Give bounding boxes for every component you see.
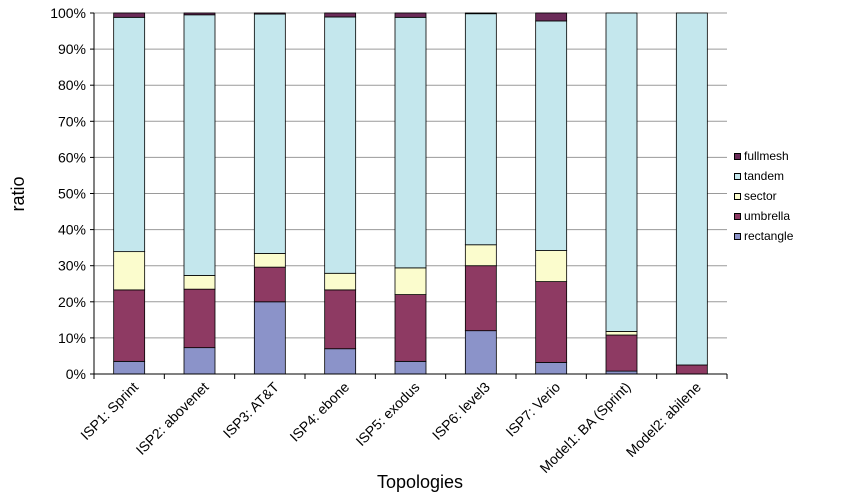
bar-segment-tandem: [324, 16, 357, 274]
bar-segment-umbrella: [253, 266, 286, 303]
bar-segment-sector: [253, 253, 286, 268]
bar-segment-umbrella: [464, 265, 497, 332]
bar-segment-fullmesh: [113, 12, 146, 18]
y-tick-label: 50%: [58, 186, 86, 202]
bar-segment-fullmesh: [464, 12, 497, 15]
x-tick-label: ISP1: Sprint: [77, 379, 141, 443]
legend: fullmesh tandem sector umbrella rectangle: [734, 146, 839, 246]
legend-swatch: [734, 152, 741, 160]
bar-segment-rectangle: [113, 360, 146, 375]
bar-segment-tandem: [535, 20, 568, 251]
bar-segment-sector: [324, 272, 357, 291]
legend-swatch: [734, 172, 741, 180]
bar-segment-tandem: [253, 13, 286, 254]
bar-segment-tandem: [464, 13, 497, 246]
y-tick-label: 70%: [58, 113, 86, 129]
bar-segment-sector: [113, 251, 146, 291]
legend-swatch: [734, 232, 741, 240]
bar-stack: [253, 12, 286, 375]
bar-segment-rectangle: [394, 360, 427, 375]
bar-segment-rectangle: [253, 301, 286, 375]
bar-stack: [675, 12, 708, 375]
x-tick-label: ISP3: AT&T: [220, 378, 283, 441]
bar-segment-fullmesh: [183, 12, 216, 16]
axes: [90, 12, 728, 379]
y-tick-label: 100%: [50, 5, 86, 21]
legend-swatch: [734, 212, 741, 220]
legend-label: rectangle: [744, 229, 794, 243]
bar-segment-sector: [464, 244, 497, 267]
bar-stack: [394, 12, 427, 375]
bar-segment-umbrella: [535, 281, 568, 363]
bar-segment-tandem: [113, 16, 146, 253]
bar-segment-umbrella: [605, 334, 638, 372]
bar-stack: [183, 12, 216, 375]
legend-item-fullmesh: fullmesh: [734, 146, 839, 166]
bar-segment-fullmesh: [535, 12, 568, 22]
y-tick-label: 0%: [66, 366, 86, 382]
bars: [113, 12, 708, 375]
y-tick-label: 20%: [58, 294, 86, 310]
legend-label: tandem: [744, 169, 785, 183]
legend-swatch: [734, 192, 741, 200]
bar-segment-umbrella: [113, 289, 146, 362]
legend-item-rectangle: rectangle: [734, 226, 839, 246]
bar-segment-fullmesh: [394, 12, 427, 18]
legend-label: sector: [744, 189, 777, 203]
x-axis-label: Topologies: [377, 472, 463, 492]
x-tick-label: ISP5: exodus: [352, 379, 422, 449]
bar-segment-fullmesh: [324, 12, 357, 18]
legend-item-sector: sector: [734, 186, 839, 206]
bar-stack: [464, 12, 497, 375]
bar-segment-fullmesh: [253, 12, 286, 15]
x-tick-label: ISP7: Verio: [502, 379, 563, 440]
bar-segment-rectangle: [324, 348, 357, 375]
bar-segment-umbrella: [394, 294, 427, 362]
bar-segment-tandem: [183, 14, 216, 276]
x-tick-label: ISP6: level3: [429, 379, 493, 443]
x-tick-label: Model2: abilene: [623, 379, 704, 460]
bar-segment-sector: [394, 267, 427, 295]
x-tick-label: ISP2: abovenet: [133, 379, 212, 458]
legend-item-tandem: tandem: [734, 166, 839, 186]
bar-segment-rectangle: [535, 362, 568, 375]
bar-segment-umbrella: [183, 288, 216, 349]
bar-segment-tandem: [605, 12, 638, 332]
y-tick-label: 90%: [58, 41, 86, 57]
bar-segment-rectangle: [464, 330, 497, 375]
bar-segment-sector: [183, 275, 216, 290]
bar-stack: [605, 12, 638, 375]
bar-segment-tandem: [675, 12, 708, 366]
x-tick-label: ISP4: ebone: [286, 379, 352, 445]
y-tick-label: 80%: [58, 77, 86, 93]
legend-label: fullmesh: [744, 149, 789, 163]
bar-stack: [113, 12, 146, 375]
bar-stack: [324, 12, 357, 375]
bar-segment-tandem: [394, 16, 427, 269]
bar-segment-sector: [535, 250, 568, 282]
y-tick-label: 10%: [58, 330, 86, 346]
y-axis-label: ratio: [8, 176, 28, 211]
y-tick-label: 40%: [58, 222, 86, 238]
bar-stack: [535, 12, 568, 375]
legend-label: umbrella: [744, 209, 791, 223]
y-tick-label: 60%: [58, 149, 86, 165]
y-tick-label: 30%: [58, 258, 86, 274]
bar-segment-rectangle: [183, 347, 216, 375]
bar-segment-sector: [605, 331, 638, 336]
bar-segment-umbrella: [324, 289, 357, 350]
legend-item-umbrella: umbrella: [734, 206, 839, 226]
y-tick-labels: 0% 10% 20% 30% 40% 50% 60% 70% 80% 90% 100%: [50, 5, 86, 382]
bar-segment-umbrella: [675, 364, 708, 375]
